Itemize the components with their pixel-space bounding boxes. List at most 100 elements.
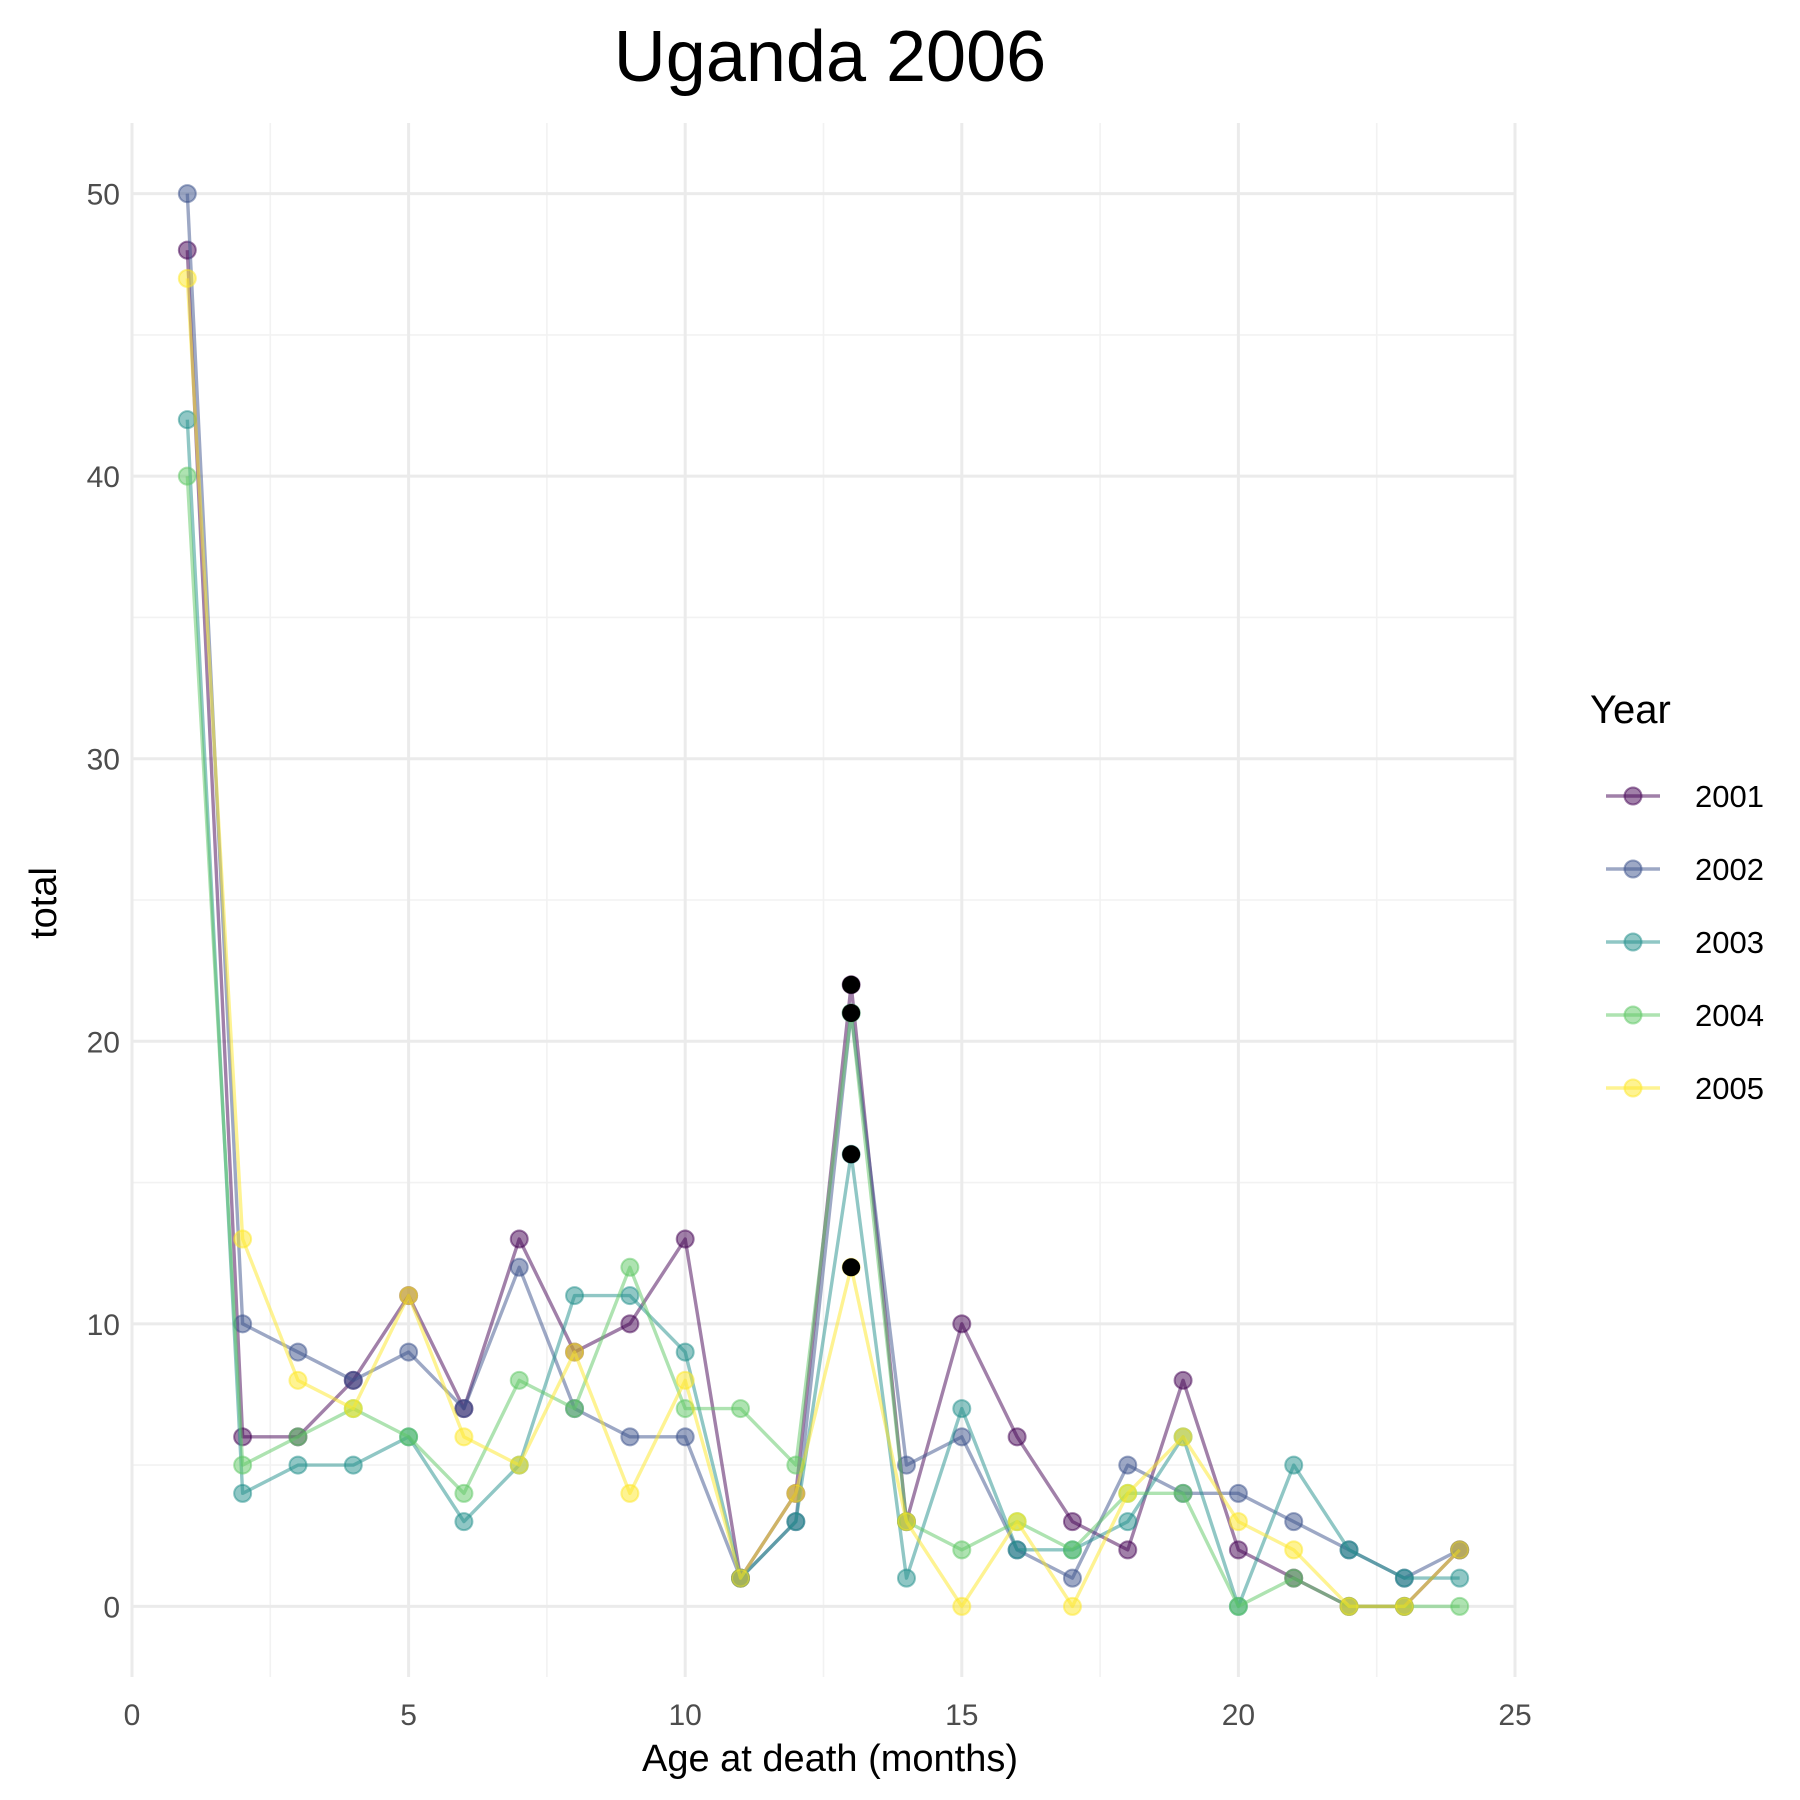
legend-label: 2002 <box>1695 852 1764 887</box>
data-point <box>1062 1540 1082 1560</box>
data-point <box>1007 1512 1027 1532</box>
highlighted-point <box>842 1145 861 1164</box>
data-point <box>620 1314 640 1334</box>
legend-label: 2005 <box>1695 1071 1764 1106</box>
data-point <box>731 1399 751 1419</box>
data-point <box>1062 1512 1082 1532</box>
y-tick-label: 50 <box>87 179 120 212</box>
data-point <box>1394 1568 1414 1588</box>
legend: Year 2001 2002 2003 2004 2005 <box>1590 688 1764 1106</box>
data-point <box>509 1229 529 1249</box>
x-tick-label: 15 <box>945 1699 978 1732</box>
data-point <box>1284 1512 1304 1532</box>
data-point <box>786 1483 806 1503</box>
data-point <box>1118 1455 1138 1475</box>
data-point <box>786 1512 806 1532</box>
data-point <box>454 1483 474 1503</box>
data-point <box>1450 1540 1470 1560</box>
data-point <box>1228 1596 1248 1616</box>
data-point <box>952 1596 972 1616</box>
legend-key-point <box>1623 932 1643 952</box>
data-point <box>343 1455 363 1475</box>
x-tick-label: 0 <box>124 1699 141 1732</box>
data-point <box>620 1483 640 1503</box>
data-point <box>343 1399 363 1419</box>
data-point <box>1062 1568 1082 1588</box>
data-point <box>288 1370 308 1390</box>
data-point <box>731 1568 751 1588</box>
y-axis-title: total <box>23 867 65 939</box>
y-tick-label: 10 <box>87 1309 120 1342</box>
y-tick-label: 0 <box>103 1591 120 1624</box>
highlighted-point <box>842 1258 861 1277</box>
data-point <box>509 1370 529 1390</box>
data-point <box>1228 1540 1248 1560</box>
data-point <box>675 1342 695 1362</box>
data-point <box>454 1399 474 1419</box>
legend-key-point <box>1623 859 1643 879</box>
data-point <box>620 1286 640 1306</box>
data-point <box>896 1568 916 1588</box>
legend-item-2002: 2002 <box>1606 852 1764 887</box>
data-point <box>177 268 197 288</box>
legend-item-2005: 2005 <box>1606 1071 1764 1106</box>
data-point <box>1339 1540 1359 1560</box>
series-line <box>185 419 1460 1609</box>
legend-label: 2003 <box>1695 925 1764 960</box>
data-point <box>565 1286 585 1306</box>
data-point <box>1450 1568 1470 1588</box>
legend-item-2001: 2001 <box>1606 779 1764 814</box>
tick-labels: 0 5 10 15 20 25 0 10 20 30 40 50 <box>87 179 1532 1732</box>
data-point <box>675 1427 695 1447</box>
data-point <box>1284 1568 1304 1588</box>
data-point <box>565 1342 585 1362</box>
data-point <box>675 1229 695 1249</box>
x-axis-title: Age at death (months) <box>642 1738 1018 1780</box>
data-point <box>1173 1427 1193 1447</box>
highlighted-point <box>842 975 861 994</box>
data-point <box>177 240 197 260</box>
data-point <box>399 1286 419 1306</box>
data-point <box>399 1342 419 1362</box>
x-tick-label: 25 <box>1498 1699 1531 1732</box>
data-point <box>509 1455 529 1475</box>
legend-item-2003: 2003 <box>1606 925 1764 960</box>
data-point <box>1284 1455 1304 1475</box>
data-point <box>675 1370 695 1390</box>
data-point <box>454 1427 474 1447</box>
data-point <box>1173 1483 1193 1503</box>
data-point <box>1339 1596 1359 1616</box>
data-point <box>177 410 197 430</box>
data-point <box>1007 1427 1027 1447</box>
series-line <box>185 193 1461 1580</box>
y-tick-label: 20 <box>87 1026 120 1059</box>
data-point <box>1007 1540 1027 1560</box>
data-point <box>288 1342 308 1362</box>
legend-key-point <box>1623 1005 1643 1025</box>
highlighted-point <box>842 1004 861 1023</box>
data-point <box>1284 1540 1304 1560</box>
y-tick-label: 30 <box>87 744 120 777</box>
data-point <box>1394 1596 1414 1616</box>
data-point <box>177 184 197 204</box>
data-point <box>233 1483 253 1503</box>
data-point <box>1118 1483 1138 1503</box>
legend-title: Year <box>1590 688 1671 732</box>
y-tick-label: 40 <box>87 461 120 494</box>
data-point <box>1118 1540 1138 1560</box>
x-tick-label: 10 <box>669 1699 702 1732</box>
data-point <box>1118 1512 1138 1532</box>
data-point <box>952 1399 972 1419</box>
data-point <box>1173 1370 1193 1390</box>
legend-key-point <box>1623 1078 1643 1098</box>
data-point <box>288 1427 308 1447</box>
legend-label: 2001 <box>1695 779 1764 814</box>
data-point <box>1228 1512 1248 1532</box>
data-point <box>233 1229 253 1249</box>
chart-title: Uganda 2006 <box>614 17 1046 97</box>
data-point <box>233 1455 253 1475</box>
data-point <box>399 1427 419 1447</box>
grid <box>130 123 1517 1677</box>
highlighted-points <box>842 975 861 1277</box>
